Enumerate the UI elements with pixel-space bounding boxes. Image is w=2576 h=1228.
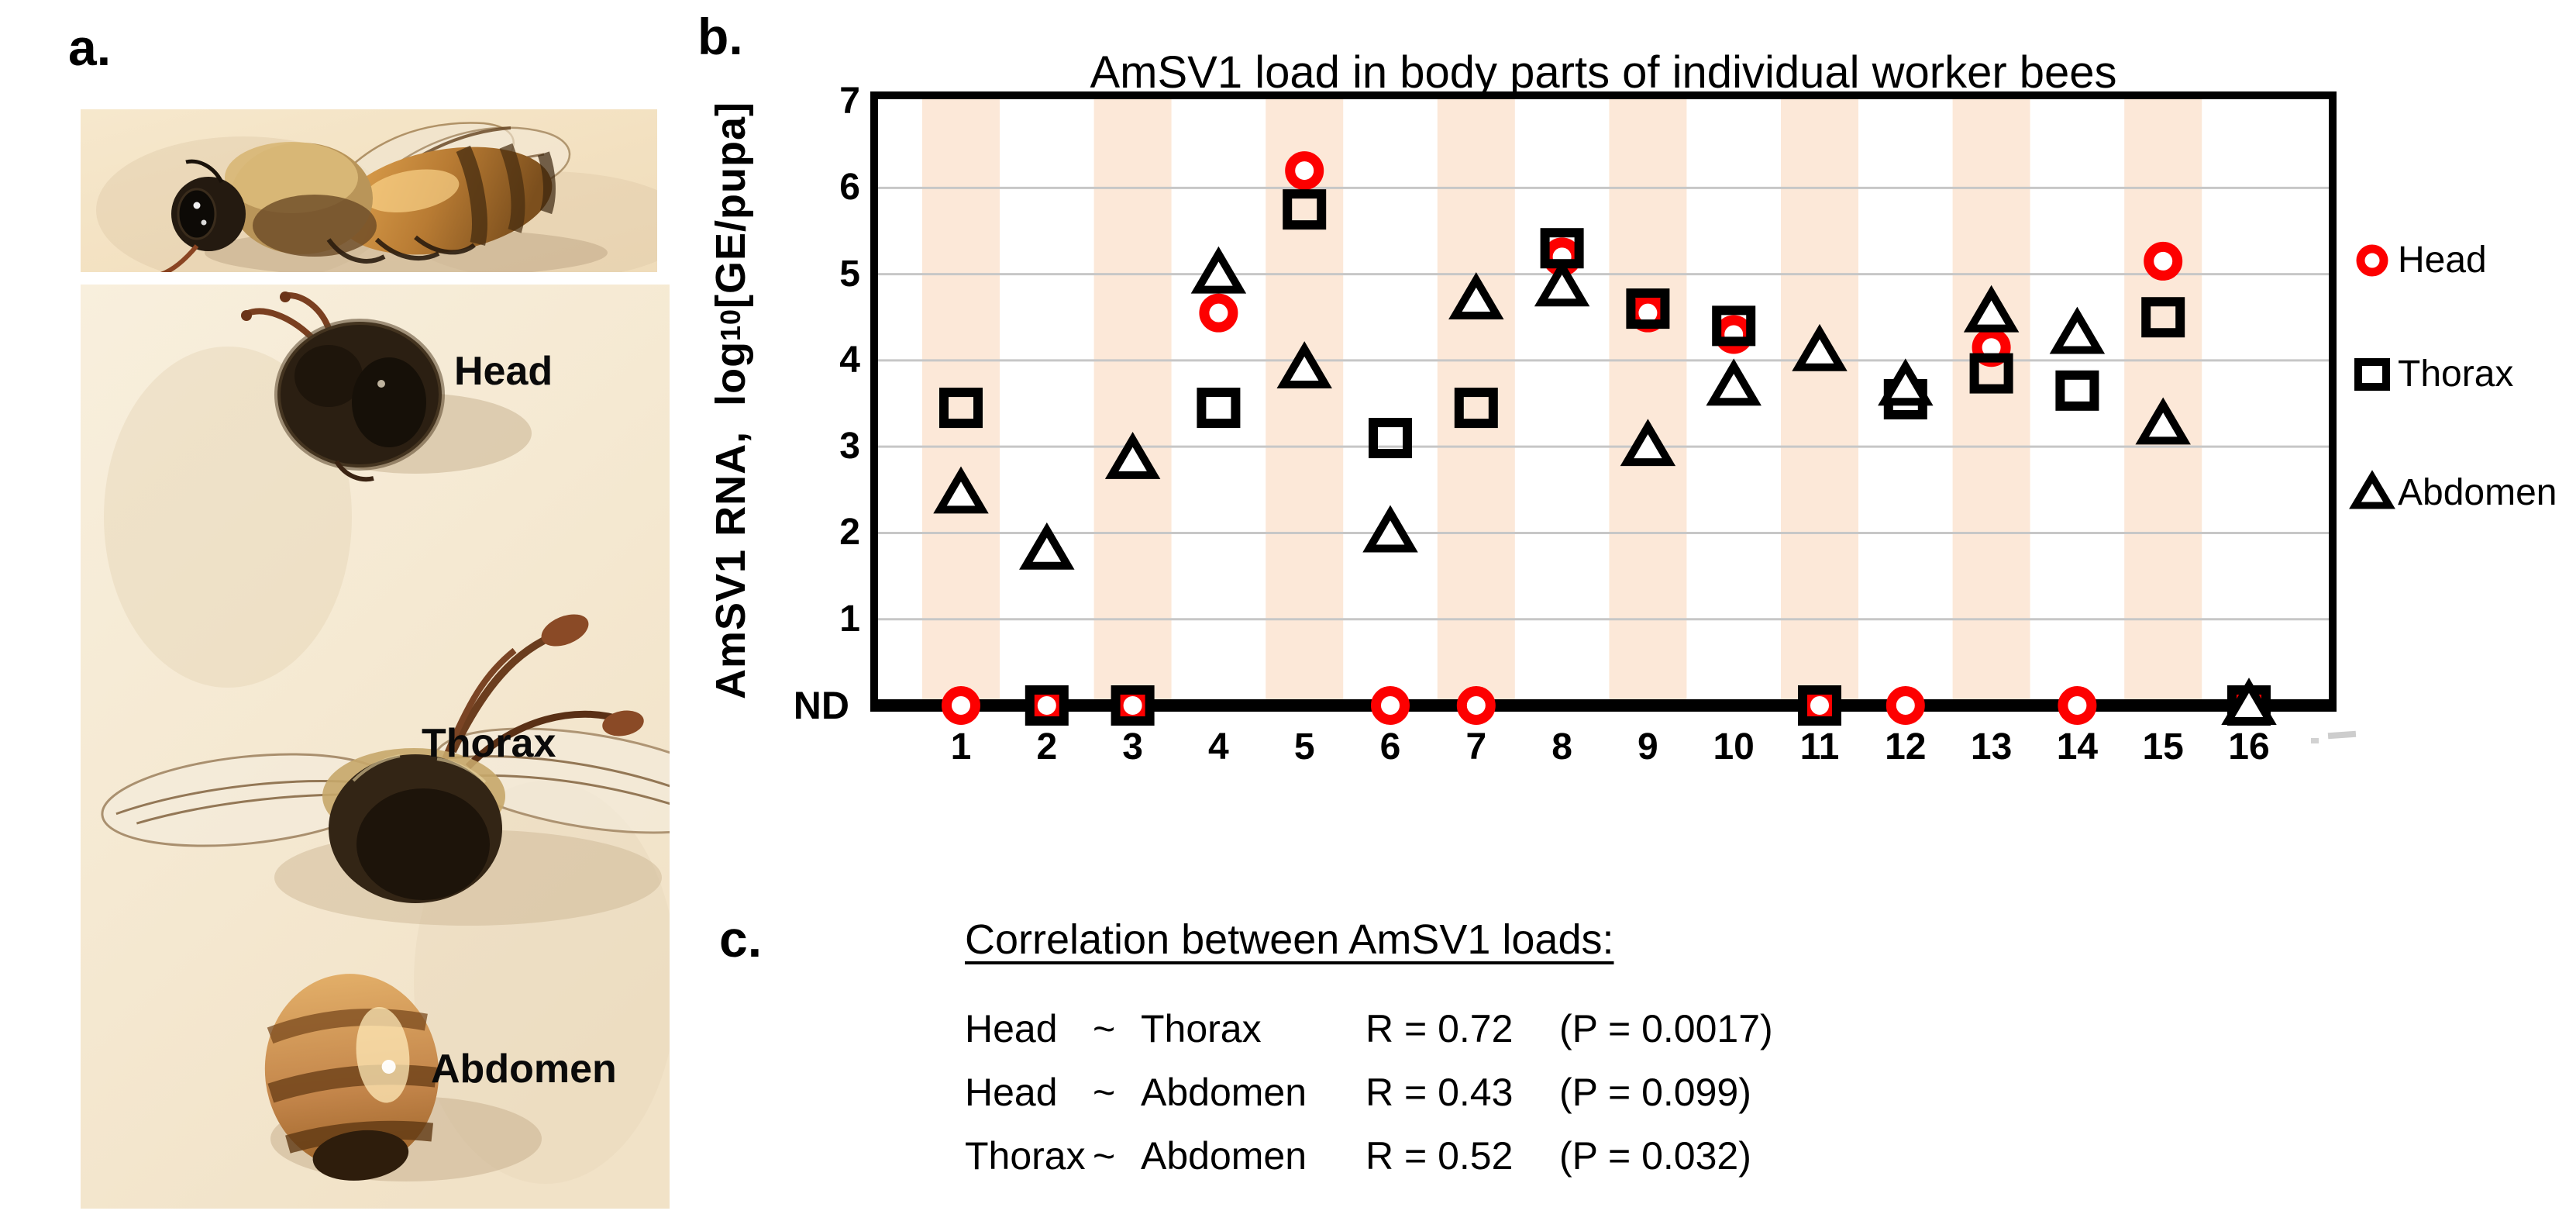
x-tick-label: 8 <box>1551 726 1572 768</box>
thorax-photo-label: Thorax <box>422 721 556 766</box>
marker-head <box>1886 686 1925 725</box>
y-tick-label: 7 <box>839 81 860 122</box>
marker-abdomen <box>1104 431 1161 479</box>
marker-abdomen <box>1534 259 1590 307</box>
x-tick-label: 3 <box>1122 726 1143 768</box>
x-tick-label: 6 <box>1379 726 1401 768</box>
column-band <box>1609 99 1687 699</box>
correlation-heading: Correlation between AmSV1 loads: <box>965 916 1614 963</box>
marker-head <box>1285 151 1324 191</box>
x-tick-label: 5 <box>1293 726 1315 768</box>
legend-label: Thorax <box>2398 354 2514 395</box>
column-band <box>1781 99 1858 699</box>
y-tick-label: 1 <box>839 598 860 640</box>
marker-head <box>1800 686 1839 725</box>
marker-abdomen <box>1878 358 1934 406</box>
x-tick-label: 15 <box>2142 726 2184 768</box>
marker-abdomen <box>1792 323 1848 371</box>
nd-tick-label: ND <box>793 684 849 727</box>
marker-thorax <box>2141 297 2185 338</box>
marker-thorax <box>1197 388 1241 429</box>
marker-thorax <box>2055 370 2099 411</box>
marker-head <box>942 686 980 725</box>
column-band <box>1093 99 1172 699</box>
marker-thorax <box>1969 353 2013 394</box>
stray-gray-dash <box>2311 730 2357 744</box>
column-band <box>922 99 1000 699</box>
marker-head <box>2144 241 2183 281</box>
marker-head <box>1371 686 1410 725</box>
marker-abdomen <box>2221 678 2277 725</box>
whole-bee-photo <box>81 109 657 272</box>
marker-abdomen <box>1019 522 1075 570</box>
marker-abdomen <box>933 466 989 514</box>
marker-abdomen <box>2135 397 2191 445</box>
x-tick-label: 13 <box>1970 726 2013 768</box>
y-tick-label: 6 <box>839 167 860 209</box>
column-band <box>1952 99 2030 699</box>
x-tick-label: 10 <box>1713 726 1755 768</box>
legend-label: Head <box>2398 240 2487 281</box>
marker-abdomen <box>1190 246 1247 294</box>
x-tick-label: 7 <box>1465 726 1487 768</box>
x-tick-label: 4 <box>1208 726 1229 768</box>
correlation-row: Head ~ Abdomen R = 0.43 (P = 0.099) <box>965 1071 1751 1114</box>
legend-item-head: Head <box>2348 236 2487 285</box>
x-tick-label: 14 <box>2056 726 2099 768</box>
marker-abdomen <box>2049 306 2106 354</box>
marker-head <box>1456 686 1496 725</box>
square-legend-marker-icon <box>2354 358 2390 391</box>
dissected-bee-photo: Head Thorax Abdomen <box>81 285 670 1209</box>
x-tick-label: 16 <box>2228 726 2270 768</box>
marker-thorax <box>1454 388 1498 429</box>
dissected-bee-illustration <box>81 285 670 1209</box>
marker-thorax <box>1798 685 1841 726</box>
marker-abdomen <box>1706 358 1762 406</box>
marker-thorax <box>939 388 983 429</box>
marker-abdomen <box>1963 285 2020 333</box>
marker-head <box>1027 686 1066 725</box>
y-tick-label: 2 <box>839 512 860 554</box>
y-tick-label: 4 <box>839 339 860 381</box>
legend-label: Abdomen <box>2398 472 2557 513</box>
marker-abdomen <box>1620 419 1676 467</box>
whole-bee-illustration <box>81 109 657 272</box>
marker-thorax <box>1025 685 1069 726</box>
marker-thorax <box>1626 288 1670 329</box>
y-tick-label: 5 <box>839 253 860 295</box>
chart-title: AmSV1 load in body parts of individual w… <box>1090 47 2117 98</box>
panel-a-label: a. <box>68 19 112 76</box>
marker-thorax <box>1283 189 1327 230</box>
panel-b-label: b. <box>697 8 743 65</box>
marker-head <box>1113 686 1152 725</box>
correlation-row: Head ~ Thorax R = 0.72 (P = 0.0017) <box>965 1007 1773 1050</box>
x-tick-label: 12 <box>1885 726 1927 768</box>
marker-thorax <box>1712 305 1756 347</box>
abdomen-photo-label: Abdomen <box>431 1047 617 1092</box>
legend-item-thorax: Thorax <box>2348 350 2513 398</box>
x-tick-label: 9 <box>1638 726 1658 768</box>
panel-c-label: c. <box>719 910 763 968</box>
marker-abdomen <box>1448 272 1504 319</box>
column-band <box>1266 99 1344 699</box>
column-band <box>1437 99 1515 699</box>
x-tick-label: 11 <box>1799 726 1840 768</box>
y-tick-label: 3 <box>839 426 860 467</box>
x-tick-label: 1 <box>950 726 972 768</box>
marker-abdomen <box>1362 505 1418 553</box>
correlation-row: Thorax ~ Abdomen R = 0.52 (P = 0.032) <box>965 1134 1751 1178</box>
marker-head <box>2058 686 2097 725</box>
marker-abdomen <box>1276 341 1332 389</box>
x-tick-label: 2 <box>1036 726 1058 768</box>
triangle-legend-marker-icon <box>2349 470 2395 509</box>
circle-legend-marker-icon <box>2356 244 2388 277</box>
head-photo-label: Head <box>454 349 553 394</box>
marker-thorax <box>1369 418 1412 459</box>
marker-head <box>1199 293 1238 333</box>
marker-thorax <box>1111 685 1155 726</box>
legend-item-abdomen: Abdomen <box>2348 469 2557 517</box>
